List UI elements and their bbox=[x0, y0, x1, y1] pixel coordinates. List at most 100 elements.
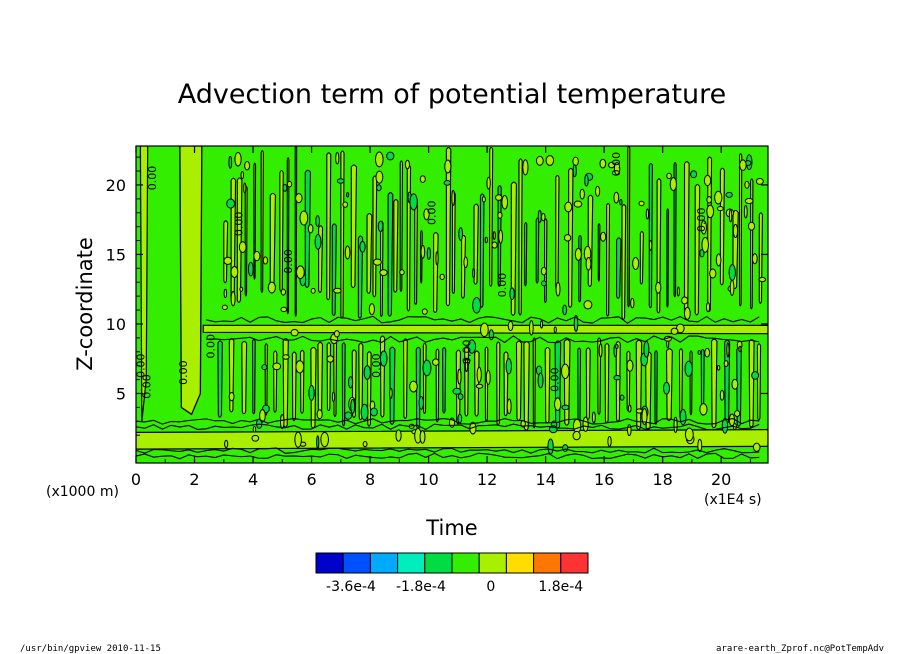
contour-streak bbox=[223, 220, 229, 284]
x-tick-label: 12 bbox=[477, 470, 497, 489]
contour-blob bbox=[585, 256, 592, 271]
contour-blob bbox=[443, 179, 451, 186]
contour-blob bbox=[370, 407, 378, 417]
contour-streak bbox=[597, 337, 602, 415]
contour-blob bbox=[295, 265, 305, 280]
contour-blob bbox=[528, 320, 534, 336]
contour-blob bbox=[251, 434, 260, 442]
contour-blob bbox=[701, 237, 709, 253]
contour-blob bbox=[484, 236, 488, 244]
contour-streak bbox=[544, 218, 548, 304]
contour-region bbox=[139, 146, 149, 422]
contour-blob bbox=[562, 444, 569, 452]
colorbar-swatch bbox=[369, 552, 399, 574]
contour-streak bbox=[524, 222, 528, 287]
contour-blob bbox=[336, 178, 345, 184]
contour-blob bbox=[732, 223, 739, 239]
contour-blob bbox=[744, 197, 754, 205]
contour-streak bbox=[627, 146, 631, 308]
contour-line bbox=[136, 447, 760, 454]
contour-blob bbox=[728, 264, 736, 281]
contour-blob bbox=[272, 362, 282, 371]
contour-blob bbox=[472, 267, 476, 279]
contour-streak bbox=[578, 234, 582, 303]
contour-blob bbox=[537, 209, 542, 224]
contour-blob bbox=[280, 306, 288, 313]
contour-blob bbox=[472, 297, 482, 314]
contour-streak bbox=[217, 340, 223, 418]
contour-value-label: 0.00 bbox=[134, 353, 147, 378]
contour-blob bbox=[705, 302, 711, 313]
contour-blob bbox=[669, 177, 677, 192]
contour-blob bbox=[562, 304, 568, 316]
contour-blob bbox=[697, 349, 702, 355]
contour-streak bbox=[406, 164, 412, 312]
contour-blob bbox=[591, 411, 596, 424]
contour-blob bbox=[376, 184, 382, 192]
contour-blob bbox=[377, 220, 384, 233]
contour-line bbox=[136, 417, 760, 425]
contour-blob bbox=[261, 364, 268, 371]
contour-streak bbox=[389, 346, 396, 425]
contour-streak bbox=[544, 346, 551, 424]
contour-blob bbox=[739, 159, 747, 171]
contour-value-label: 0.00 bbox=[282, 249, 295, 274]
contour-blob bbox=[572, 430, 581, 441]
contour-blob bbox=[295, 193, 303, 204]
contour-blob bbox=[223, 288, 228, 299]
contour-blob bbox=[307, 223, 314, 234]
y-tick-label: 20 bbox=[106, 176, 126, 195]
contour-blob bbox=[431, 358, 440, 366]
contour-blob bbox=[681, 296, 689, 305]
contour-blob bbox=[541, 212, 546, 222]
plot-frame bbox=[135, 145, 769, 464]
contour-blob bbox=[331, 391, 336, 403]
y-tick-label: 10 bbox=[106, 315, 126, 334]
contour-blob bbox=[422, 359, 432, 377]
contour-blob bbox=[645, 208, 650, 220]
contour-blob bbox=[244, 161, 251, 171]
contour-blob bbox=[540, 266, 547, 276]
colorbar-swatch bbox=[533, 552, 562, 574]
contour-blob bbox=[583, 300, 593, 310]
contour-blob bbox=[308, 384, 315, 401]
contour-blob bbox=[643, 340, 650, 358]
y-axis-label: Z-coordinate bbox=[73, 237, 97, 371]
contour-blob bbox=[457, 413, 463, 424]
contour-streak bbox=[748, 339, 755, 428]
contour-blob bbox=[342, 201, 349, 208]
contour-blob bbox=[738, 345, 742, 353]
contour-blob bbox=[599, 158, 607, 169]
contour-blob bbox=[404, 159, 410, 170]
contour-blob bbox=[464, 358, 469, 373]
contour-value-label: 0.00 bbox=[426, 200, 439, 225]
contour-blob bbox=[451, 189, 456, 206]
contour-value-label: 0.00 bbox=[370, 353, 383, 378]
contour-blob bbox=[368, 303, 375, 316]
contour-streak bbox=[710, 338, 718, 429]
contour-blob bbox=[444, 159, 452, 174]
contour-blob bbox=[475, 383, 484, 389]
colorbar-label: 0 bbox=[486, 579, 495, 595]
contour-streak bbox=[372, 175, 378, 298]
contour-blob bbox=[259, 409, 266, 423]
contour-blob bbox=[395, 429, 402, 442]
contour-blob bbox=[582, 416, 589, 432]
contour-blob bbox=[683, 306, 691, 320]
contour-blob bbox=[501, 195, 509, 210]
contour-blob bbox=[615, 343, 619, 349]
contour-blob bbox=[703, 174, 712, 187]
contour-blob bbox=[648, 239, 653, 251]
contour-streak bbox=[719, 167, 725, 286]
contour-blob bbox=[495, 194, 503, 201]
contour-blob bbox=[679, 408, 687, 426]
contour-streak bbox=[666, 208, 670, 308]
contour-blob bbox=[295, 360, 305, 374]
contour-blob bbox=[573, 200, 583, 208]
contour-blob bbox=[729, 279, 735, 296]
contour-blob bbox=[537, 372, 544, 389]
contour-streak bbox=[683, 161, 690, 315]
colorbar-swatch bbox=[397, 552, 426, 574]
x-axis-label: Time bbox=[425, 516, 477, 540]
contour-blob bbox=[594, 185, 601, 197]
